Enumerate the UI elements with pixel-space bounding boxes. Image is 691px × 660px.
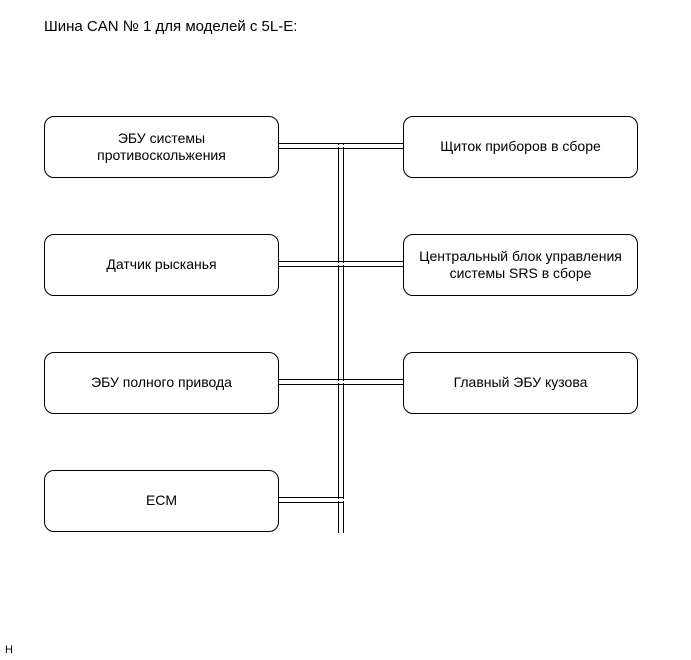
bus-branch-l3 [279,379,344,385]
node-instrument-panel: Щиток приборов в сборе [403,116,638,178]
bus-branch-r2 [338,261,403,267]
node-ecm: ECM [44,470,279,532]
bus-branch-l4 [279,497,344,503]
node-anti-skid-ecu: ЭБУ системы противоскольжения [44,116,279,178]
node-srs-central-unit: Центральный блок управления системы SRS … [403,234,638,296]
bus-branch-l1 [279,143,344,149]
footer-letter: Н [5,644,13,656]
diagram-title: Шина CAN № 1 для моделей с 5L-E: [44,18,297,35]
node-awd-ecu: ЭБУ полного привода [44,352,279,414]
bus-branch-r1 [338,143,403,149]
node-yaw-sensor: Датчик рысканья [44,234,279,296]
node-body-main-ecu: Главный ЭБУ кузова [403,352,638,414]
bus-branch-r3 [338,379,403,385]
diagram-canvas: Шина CAN № 1 для моделей с 5L-E: ЭБУ сис… [0,0,691,660]
bus-backbone [338,143,344,533]
bus-branch-l2 [279,261,344,267]
